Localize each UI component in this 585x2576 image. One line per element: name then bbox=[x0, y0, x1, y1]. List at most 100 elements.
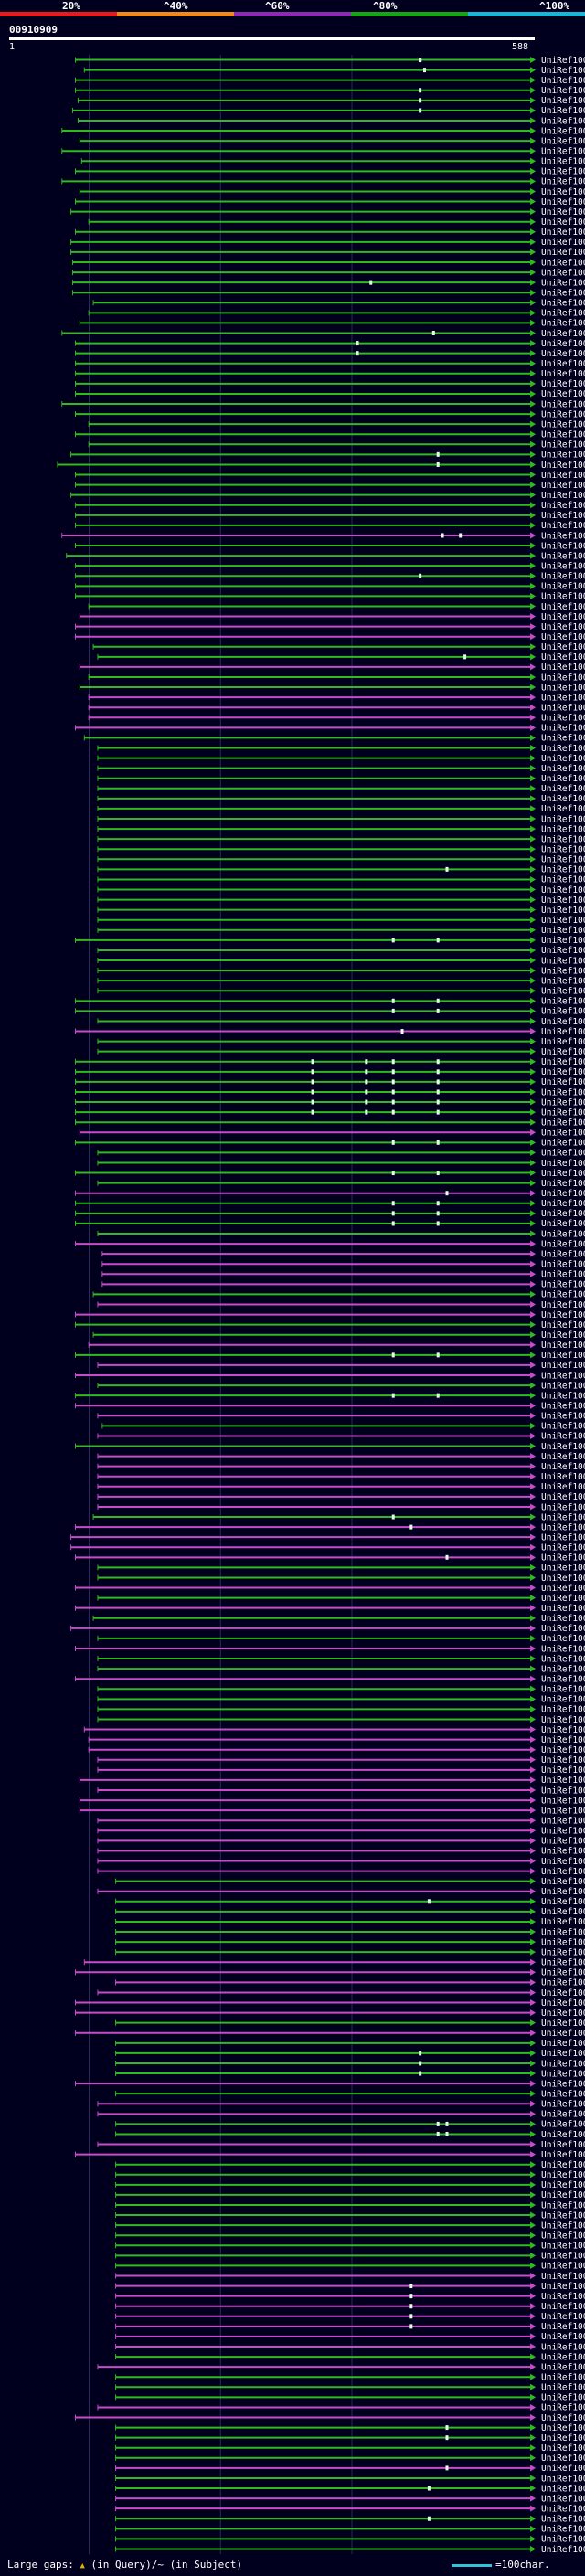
hit-row[interactable]: UniRef100_A5XSD7 bbox=[97, 865, 585, 875]
hit-row[interactable]: UniRef100_A7QKY7 bbox=[74, 1968, 585, 1978]
hit-row[interactable]: UniRef100_A9VSP5 bbox=[74, 1320, 585, 1330]
hit-label[interactable]: UniRef100_Q4G2V9 bbox=[541, 1391, 585, 1401]
hit-row[interactable]: UniRef100_Q4G2V9 bbox=[74, 1391, 585, 1401]
hit-label[interactable]: UniRef100_A2Q5V6 bbox=[541, 1574, 585, 1584]
hit-label[interactable]: UniRef100_Q3T7F3 bbox=[541, 1017, 585, 1027]
hit-row[interactable]: UniRef100_Q3C699 bbox=[115, 1927, 585, 1937]
hit-label[interactable]: UniRef100_C5YIT4 bbox=[541, 2221, 585, 2231]
hit-row[interactable]: UniRef100_Q1U2V4 bbox=[115, 2039, 585, 2049]
hit-label[interactable]: UniRef100_Q5U027 bbox=[541, 956, 585, 966]
hit-label[interactable]: UniRef100_Q4G2W2 bbox=[541, 1057, 585, 1067]
hit-row[interactable]: UniRef100_UPI000... bbox=[74, 86, 585, 96]
hit-label[interactable]: UniRef100_Q3C699 bbox=[541, 1927, 585, 1937]
hit-row[interactable]: UniRef100_B9N6F6 bbox=[79, 612, 585, 622]
hit-row[interactable]: UniRef100_Q3T7F2 bbox=[97, 845, 585, 855]
hit-row[interactable]: UniRef100_Q5MR09 bbox=[97, 764, 585, 774]
hit-label[interactable]: UniRef100_Q49S04 bbox=[541, 1907, 585, 1917]
hit-label[interactable]: UniRef100_A5BCF4 bbox=[541, 1887, 585, 1897]
hit-label[interactable]: UniRef100_B9I37H bbox=[541, 622, 585, 632]
hit-label[interactable]: UniRef100_A5WMN3 bbox=[541, 1159, 585, 1169]
hit-label[interactable]: UniRef100_A5ALJ4 bbox=[541, 734, 585, 744]
hit-label[interactable]: UniRef100_C5XT61 bbox=[541, 1715, 585, 1725]
hit-row[interactable]: UniRef100_A7QTU4 bbox=[72, 289, 585, 299]
hit-label[interactable]: UniRef100_UPI000... bbox=[541, 1624, 585, 1634]
hit-row[interactable]: UniRef100_Q5MR26 bbox=[97, 916, 585, 926]
hit-row[interactable]: UniRef100_Q3T7F1 bbox=[97, 1037, 585, 1047]
hit-label[interactable]: UniRef100_Q8S482 bbox=[541, 2433, 585, 2443]
hit-row[interactable]: UniRef100_Q9M8X1 bbox=[74, 1522, 585, 1532]
hit-label[interactable]: UniRef100_Q1U2V4 bbox=[541, 2039, 585, 2049]
hit-label[interactable]: UniRef100_Q3KKR5 bbox=[541, 1149, 585, 1159]
hit-row[interactable]: UniRef100_B9IGJ5 bbox=[79, 1796, 585, 1806]
hit-row[interactable]: UniRef100_B9I255 bbox=[74, 501, 585, 511]
hit-row[interactable]: UniRef100_B9NCE0 bbox=[79, 319, 585, 329]
hit-row[interactable]: UniRef100_UPI000... bbox=[70, 207, 585, 217]
hit-row[interactable]: UniRef100_B9NF08 bbox=[74, 349, 585, 359]
hit-label[interactable]: UniRef100_B9NE81 bbox=[541, 481, 585, 491]
hit-row[interactable]: UniRef100_Q4G2V6 bbox=[74, 1087, 585, 1097]
hit-label[interactable]: UniRef100_A2Q5T8 bbox=[541, 1381, 585, 1391]
hit-label[interactable]: UniRef100_Q9M8X1 bbox=[541, 1522, 585, 1532]
hit-row[interactable]: UniRef100_A7QLW4 bbox=[72, 106, 585, 116]
hit-label[interactable]: UniRef100_B9TBM3 bbox=[541, 419, 585, 429]
hit-label[interactable]: UniRef100_Q2QVS0 bbox=[541, 2474, 585, 2484]
hit-label[interactable]: UniRef100_B2LVF5 bbox=[541, 2302, 585, 2312]
hit-row[interactable]: UniRef100_B2LVF4 bbox=[115, 2504, 585, 2514]
hit-label[interactable]: UniRef100_B9I270 bbox=[541, 491, 585, 501]
hit-label[interactable]: UniRef100_Q9LKX1 bbox=[541, 1432, 585, 1442]
hit-label[interactable]: UniRef100_Q9ZSB2 bbox=[541, 1300, 585, 1310]
hit-row[interactable]: UniRef100_Q9MR23 bbox=[88, 673, 585, 683]
hit-label[interactable]: UniRef100_A7PWL6 bbox=[541, 116, 585, 126]
hit-row[interactable]: UniRef100_Q5U021 bbox=[97, 906, 585, 916]
hit-row[interactable]: UniRef100_A7QKY8 bbox=[74, 2150, 585, 2160]
hit-row[interactable]: UniRef100_B9NHA9 bbox=[97, 1847, 585, 1857]
hit-row[interactable]: UniRef100_B9NG98 bbox=[74, 369, 585, 379]
hit-row[interactable]: UniRef100_Q4G2V7 bbox=[74, 1108, 585, 1118]
hit-label[interactable]: UniRef100_Q4G2V7 bbox=[541, 1108, 585, 1118]
hit-label[interactable]: UniRef100_Q9ZYT3 bbox=[541, 1937, 585, 1947]
hit-row[interactable]: UniRef100_B9IG17 bbox=[74, 1402, 585, 1412]
hit-row[interactable]: UniRef100_B9IGD5 bbox=[97, 1867, 585, 1877]
hit-label[interactable]: UniRef100_B2LVF4 bbox=[541, 2504, 585, 2514]
hit-label[interactable]: UniRef100_Q9ZTK1 bbox=[541, 997, 585, 1007]
hit-label[interactable]: UniRef100_UPI000... bbox=[541, 1249, 585, 1259]
hit-label[interactable]: UniRef100_A7QKY3 bbox=[541, 2029, 585, 2039]
hit-label[interactable]: UniRef100_Q5U023 bbox=[541, 926, 585, 936]
hit-label[interactable]: UniRef100_A2Q5Y7 bbox=[541, 1584, 585, 1594]
hit-row[interactable]: UniRef100_B0BLW5 bbox=[74, 582, 585, 592]
hit-label[interactable]: UniRef100_UPI000... bbox=[541, 238, 585, 248]
hit-row[interactable]: UniRef100_B9I271 bbox=[66, 551, 585, 561]
hit-row[interactable]: UniRef100_Q8W6S2 bbox=[115, 2120, 585, 2130]
hit-row[interactable]: UniRef100_B2LVF5 bbox=[115, 2302, 585, 2312]
hit-label[interactable]: UniRef100_B9I2N2 bbox=[541, 329, 585, 339]
hit-label[interactable]: UniRef100_Q9LJW7 bbox=[541, 2110, 585, 2120]
hit-row[interactable]: UniRef100_A7PWL6 bbox=[77, 116, 585, 126]
hit-label[interactable]: UniRef100_A2Q5S6 bbox=[541, 2019, 585, 2029]
hit-row[interactable]: UniRef100_A7QIS6 bbox=[74, 561, 585, 571]
hit-label[interactable]: UniRef100_B9RDW4 bbox=[541, 1735, 585, 1745]
hit-row[interactable]: UniRef100_Q3T7E7 bbox=[97, 774, 585, 784]
hit-row[interactable]: UniRef100_B9NEE4 bbox=[97, 2362, 585, 2372]
hit-label[interactable]: UniRef100_B9ET06 bbox=[541, 2484, 585, 2494]
hit-row[interactable]: UniRef100_A5C897 bbox=[97, 1817, 585, 1827]
hit-row[interactable]: UniRef100_B9I1D4 bbox=[97, 824, 585, 834]
hit-label[interactable]: UniRef100_B9S8D5 bbox=[541, 1958, 585, 1968]
hit-label[interactable]: UniRef100_Q4G2V7 bbox=[541, 1077, 585, 1087]
hit-label[interactable]: UniRef100_Q41398 bbox=[541, 1067, 585, 1077]
hit-label[interactable]: UniRef100_B9I266 bbox=[541, 521, 585, 531]
hit-row[interactable]: UniRef100_B9I278 bbox=[74, 430, 585, 440]
hit-label[interactable]: UniRef100_B9NE46 bbox=[541, 451, 585, 461]
hit-label[interactable]: UniRef100_B9N059 bbox=[541, 146, 585, 156]
hit-label[interactable]: UniRef100_B9I255 bbox=[541, 501, 585, 511]
hit-label[interactable]: UniRef100_Q8H8B0 bbox=[541, 2545, 585, 2555]
hit-row[interactable]: UniRef100_C5ZBP8 bbox=[115, 2089, 585, 2099]
hit-label[interactable]: UniRef100_Q52E99 bbox=[541, 1897, 585, 1907]
hit-row[interactable]: UniRef100_Q2QVT0 bbox=[115, 2200, 585, 2210]
hit-label[interactable]: UniRef100_B9S9W2 bbox=[541, 157, 585, 167]
hit-label[interactable]: UniRef100_B9NG39 bbox=[541, 359, 585, 369]
hit-row[interactable]: UniRef100_Q4W328 bbox=[97, 1664, 585, 1674]
hit-row[interactable]: UniRef100_A2Q5T8 bbox=[97, 1381, 585, 1391]
hit-label[interactable]: UniRef100_A7QIS6 bbox=[541, 683, 585, 693]
hit-row[interactable]: UniRef100_B9N059 bbox=[61, 146, 585, 156]
hit-row[interactable]: UniRef100_B4YIG2 bbox=[97, 1179, 585, 1189]
